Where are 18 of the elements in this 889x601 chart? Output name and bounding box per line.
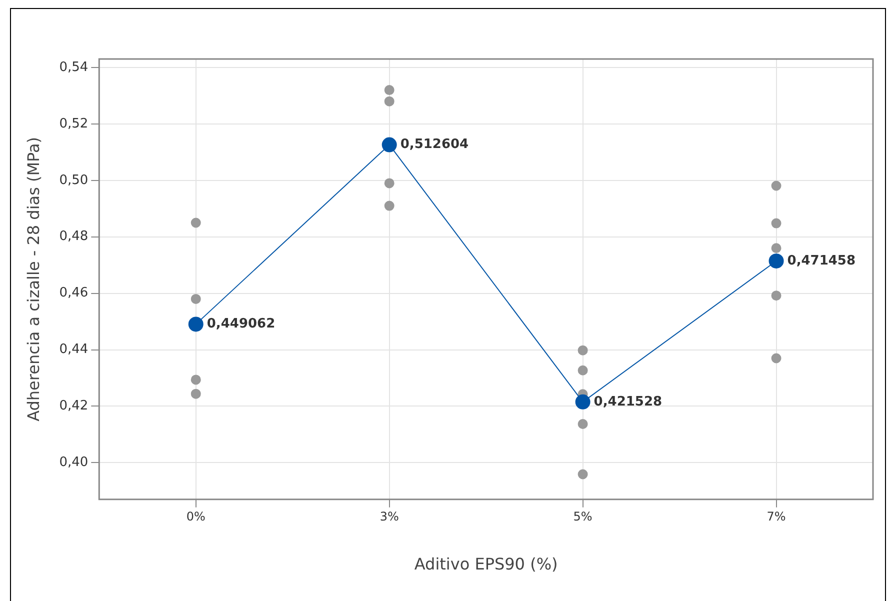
- x-tick-label: 5%: [573, 510, 592, 524]
- data-label: 0,471458: [787, 253, 856, 268]
- y-tick-label: 0,48: [59, 229, 88, 244]
- data-label: 0,421528: [594, 394, 662, 410]
- data-label: 0,512604: [400, 137, 469, 152]
- y-tick-label: 0,42: [59, 398, 88, 414]
- x-tick-label: 7%: [766, 510, 786, 524]
- y-tick-label: 0,46: [59, 286, 88, 301]
- data-label: 0,449062: [206, 316, 276, 332]
- y-tick-label: 0,44: [59, 342, 88, 358]
- x-tick-label: 0%: [186, 510, 206, 524]
- x-axis-title: Aditivo EPS90 (%): [414, 554, 558, 574]
- y-tick-label: 0,52: [59, 116, 88, 132]
- y-tick-label: 0,50: [59, 172, 88, 188]
- y-tick-label: 0,54: [59, 60, 88, 75]
- x-tick-label: 3%: [380, 510, 399, 524]
- y-tick-label: 0,40: [59, 455, 88, 470]
- y-axis-title: Adherencia a cizalle - 28 dias (MPa): [24, 136, 43, 422]
